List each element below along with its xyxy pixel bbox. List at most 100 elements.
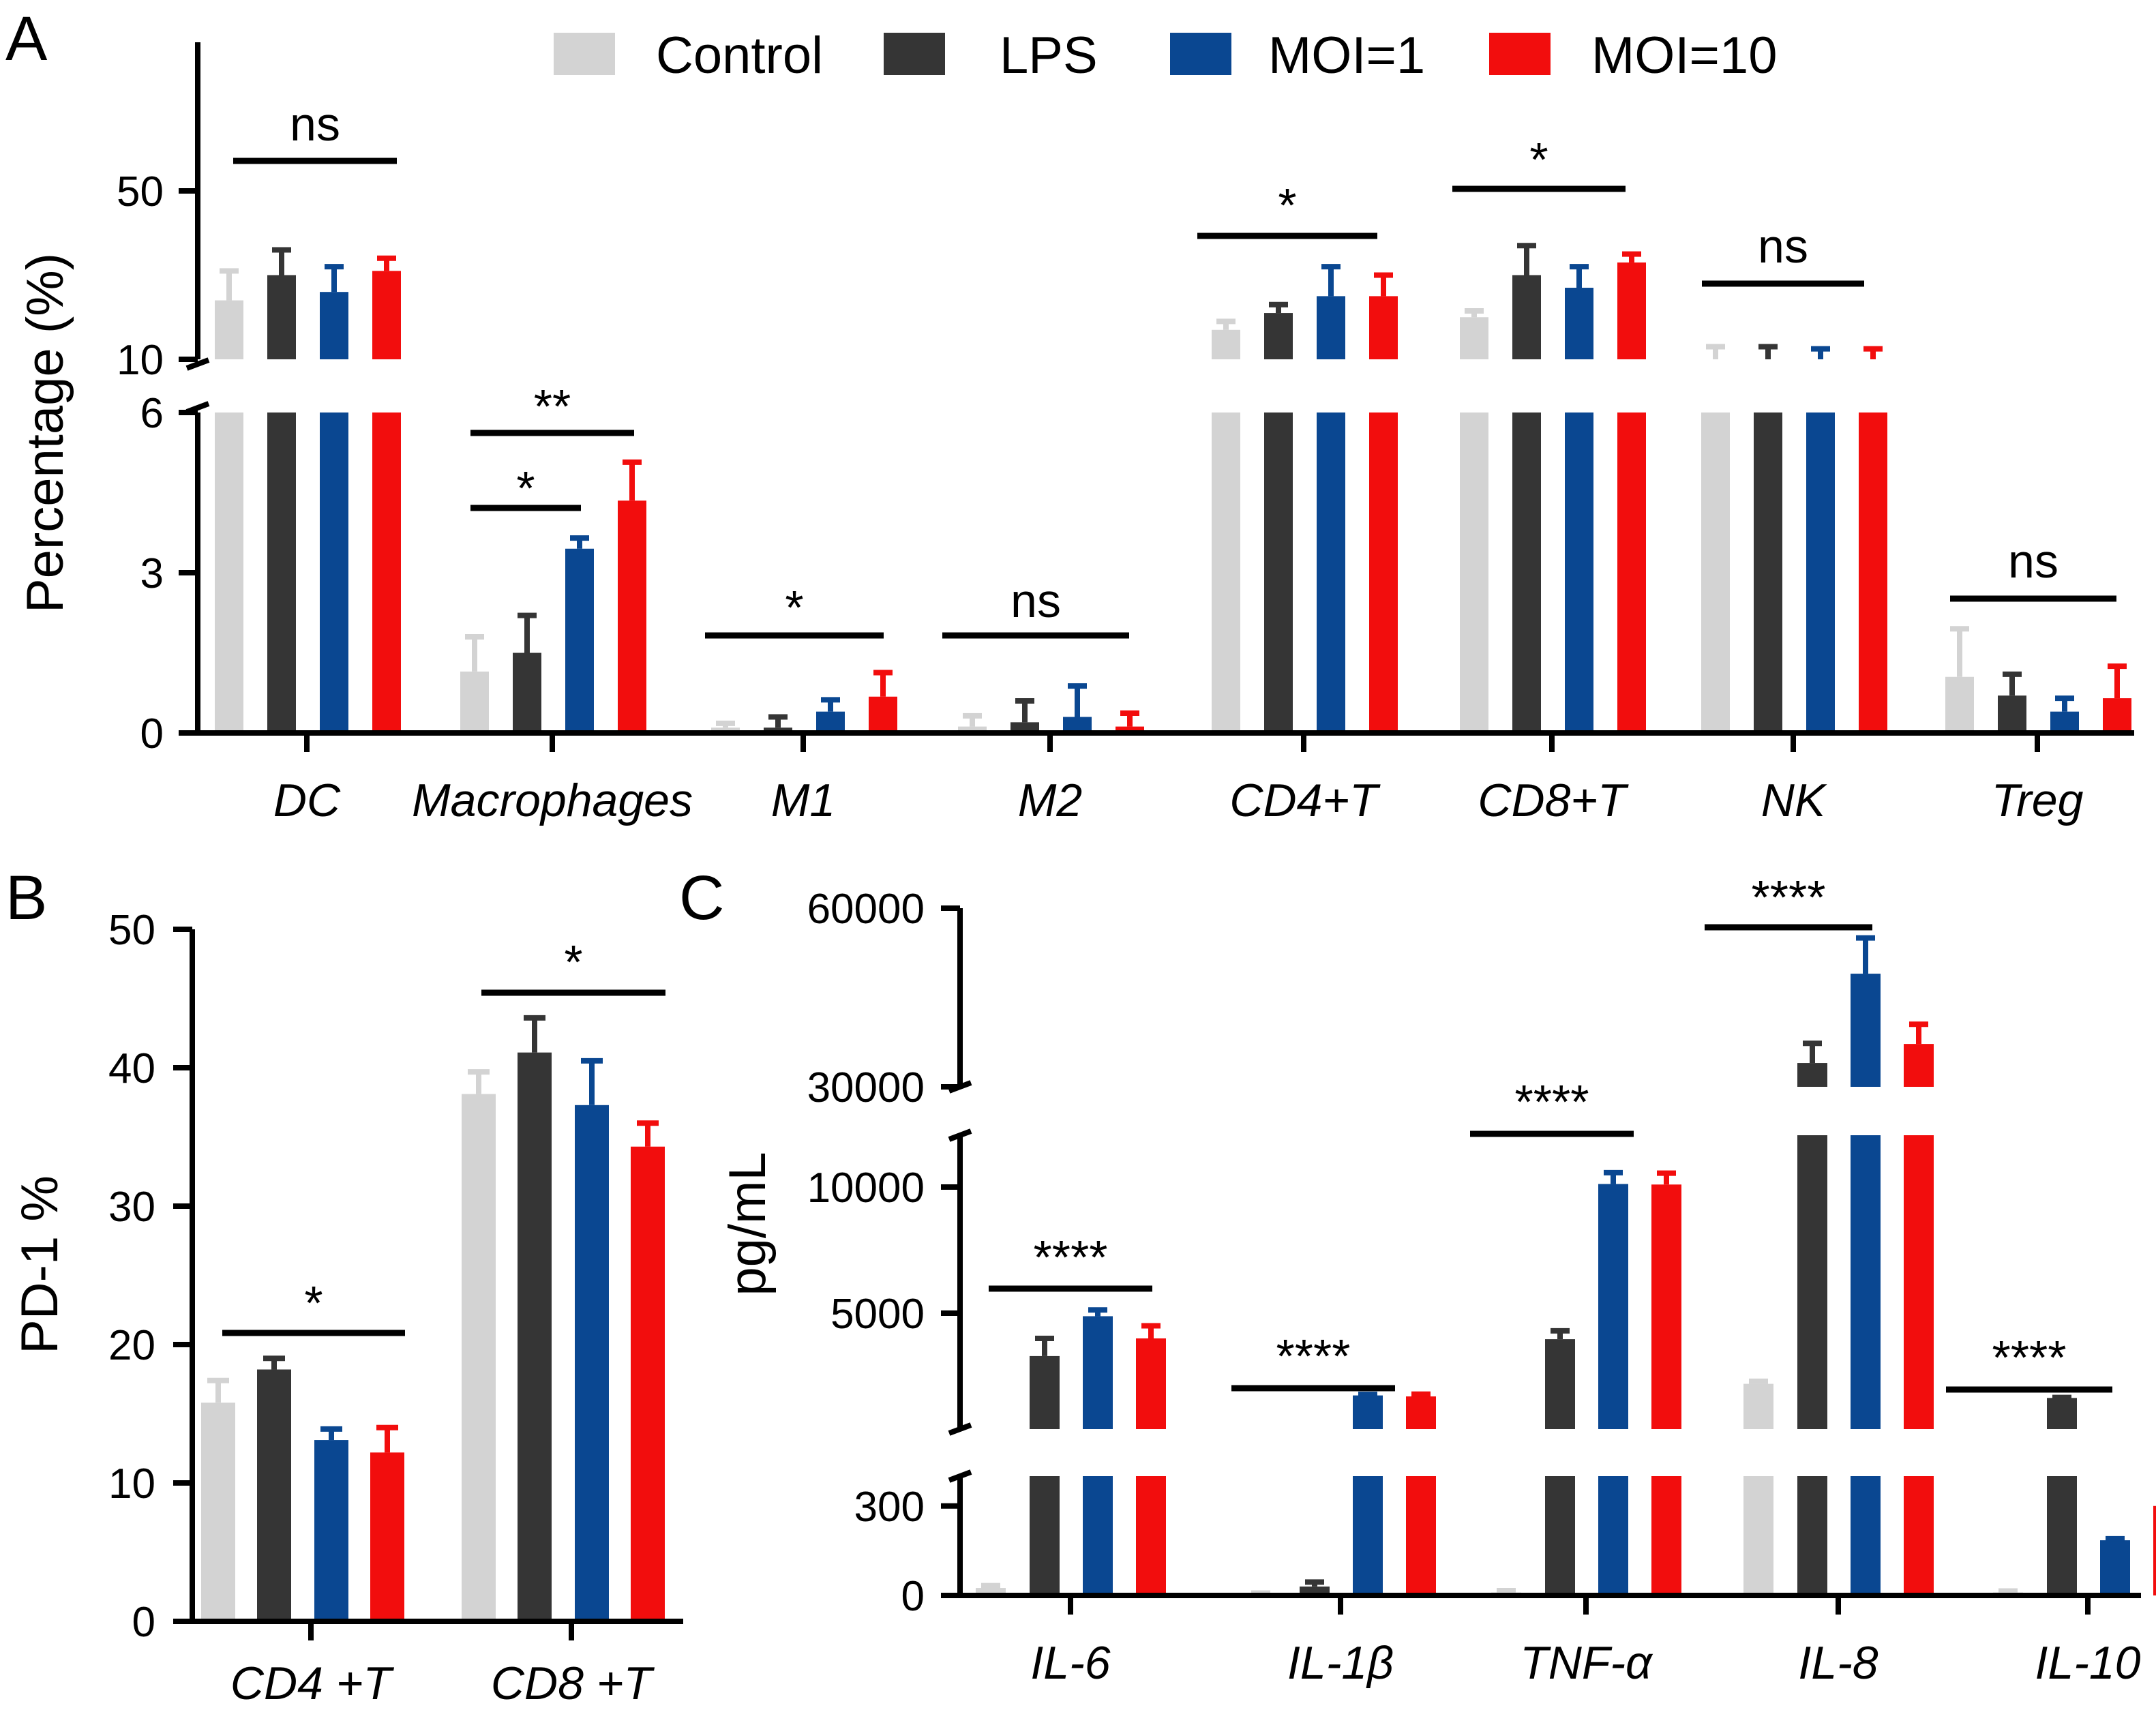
panel-c-y-label-300: 300 [854, 1484, 925, 1531]
panel-a-bar-macrophages-moi-10 [618, 500, 646, 733]
panel-b-x-label-cd4-t: CD4 +T [230, 1657, 395, 1709]
panel-a-significance-label-9: ns [2008, 535, 2058, 588]
panel-b-y-label-10: 10 [108, 1460, 155, 1508]
panel-a-significance-label-4: * [785, 581, 803, 634]
panel-a-bar-dc-lps [267, 412, 296, 733]
panel-a-bar-upper-dc-lps [267, 275, 296, 359]
panel-a-x-label-nk: NK [1761, 775, 1827, 826]
panel-a-bar-macrophages-moi-1 [565, 548, 594, 733]
panel-a-bar-upper-cd8-t-lps [1512, 275, 1541, 359]
panel-c-bar-il-6-control [976, 1588, 1006, 1595]
panel-b-y-axis-title: PD-1 % [11, 1175, 69, 1354]
panel-c-bar-upper-il-8-moi-10 [1904, 1044, 1934, 1087]
panel-a-x-label-treg: Treg [1992, 775, 2084, 826]
panel-a-break-mark-lower [185, 401, 210, 415]
panel-b-bar-cd4-t-moi-1 [314, 1440, 348, 1621]
panel-c-y-label-60000: 60000 [807, 886, 925, 933]
panel-c-bar-middle-il-1-moi-10 [1406, 1396, 1436, 1429]
legend-label-moi1: MOI=1 [1268, 27, 1425, 85]
panel-c-bar-middle-il-8-lps [1797, 1135, 1827, 1429]
panel-b-significance-label-2: * [564, 935, 582, 989]
panel-a-bar-cd8-t-moi-10 [1617, 412, 1646, 733]
panel-a-bar-dc-control [215, 412, 243, 733]
panel-c-bar-tnf-moi-1 [1598, 1476, 1628, 1595]
panel-a-significance-label-2: * [516, 462, 535, 515]
panel-c-bar-upper-il-8-moi-1 [1851, 974, 1881, 1087]
panel-a-significance-label-7: * [1529, 133, 1548, 186]
panel-a-y-axis-title: Percentage (%) [16, 253, 74, 613]
panel-c-bar-il-10-lps [2047, 1476, 2077, 1595]
panel-b-bar-cd4-t-moi-10 [370, 1452, 404, 1621]
panel-a-chart: DC Macrophages M1 M2 CD4+T CD8+T NK Treg 0 3 6 10 50… [117, 42, 2134, 826]
panel-a-bar-cd8-t-lps [1512, 412, 1541, 733]
panel-c-significance-label-5: **** [1992, 1331, 2067, 1384]
panel-c-x-label-tnf: TNF-α [1520, 1637, 1653, 1689]
panel-c-y-label-10000: 10000 [807, 1165, 925, 1212]
panel-b-bar-cd4-t-control [201, 1402, 235, 1621]
panel-c-significance-label-3: **** [1515, 1075, 1589, 1128]
panel-a-bar-upper-cd4-t-moi-1 [1317, 296, 1345, 359]
panel-c-bar-il-8-moi-1 [1851, 1476, 1881, 1595]
panel-a-bar-treg-lps [1998, 695, 2026, 733]
panel-c-bar-middle-il-8-moi-1 [1851, 1135, 1881, 1429]
panel-a-bar-cd8-t-control [1460, 412, 1488, 733]
panel-a-bar-upper-cd8-t-control [1460, 317, 1488, 359]
panel-letter-c: C [679, 863, 724, 933]
panel-b-chart: CD4 +T CD8 +T 0 10 20 30 40 50 * * [108, 907, 683, 1709]
panel-a-bar-dc-moi-1 [320, 412, 348, 733]
panel-b-x-label-cd8-t: CD8 +T [491, 1657, 655, 1709]
panel-a-x-label-cd4-t: CD4+T [1229, 775, 1381, 826]
panel-b-bar-cd4-t-lps [257, 1369, 291, 1621]
panel-c-break-mark-lower [948, 1469, 972, 1483]
panel-c-y-label-5000: 5000 [830, 1291, 925, 1338]
panel-c-bar-middle-il-6-lps [1030, 1355, 1060, 1429]
panel-a-bar-treg-moi-1 [2050, 711, 2079, 733]
panel-a-bar-upper-cd8-t-moi-1 [1565, 288, 1593, 359]
panel-a-significance-label-1: ns [290, 97, 340, 151]
panel-letter-a: A [5, 4, 48, 74]
panel-c-bar-middle-il-6-moi-10 [1136, 1338, 1166, 1429]
panel-a-significance-label-5: ns [1010, 574, 1061, 627]
panel-c-bar-middle-il-10-lps [2047, 1398, 2077, 1429]
panel-a-bar-nk-moi-10 [1859, 412, 1887, 733]
panel-c-bar-il-10-moi-10 [2153, 1505, 2156, 1595]
panel-c-bar-middle-il-8-control [1743, 1383, 1773, 1429]
panel-c-bar-tnf-lps [1545, 1476, 1575, 1595]
panel-a-bar-m2-moi-10 [1116, 726, 1144, 733]
panel-a-bar-treg-moi-10 [2103, 698, 2131, 733]
panel-b-y-label-0: 0 [132, 1599, 155, 1646]
panel-c-x-label-il-10: IL-10 [2035, 1637, 2141, 1689]
panel-c-bar-tnf-moi-10 [1651, 1476, 1681, 1595]
panel-a-bar-treg-control [1945, 676, 1974, 733]
panel-a-significance-label-8: ns [1758, 220, 1808, 273]
panel-a-bar-cd4-t-moi-1 [1317, 412, 1345, 733]
panel-c-significance-label-4: **** [1752, 871, 1826, 924]
panel-b-significance-label-1: * [304, 1276, 323, 1330]
panel-b-bar-cd8-t-moi-1 [575, 1105, 609, 1621]
panel-a-bar-cd4-t-lps [1264, 412, 1293, 733]
panel-b-y-label-50: 50 [108, 907, 155, 954]
legend: Control LPS MOI=1 MOI=10 [554, 27, 1777, 85]
panel-a-x-label-dc: DC [273, 775, 341, 826]
panel-c-bar-middle-tnf-lps [1545, 1339, 1575, 1429]
panel-c-significance-label-1: **** [1034, 1231, 1108, 1284]
panel-a-bar-nk-moi-1 [1806, 412, 1835, 733]
panel-a-bar-m1-moi-1 [816, 711, 845, 733]
panel-c-x-label-il-8: IL-8 [1798, 1637, 1878, 1689]
panel-a-bar-upper-cd4-t-lps [1264, 313, 1293, 359]
panel-a-bar-upper-dc-control [215, 300, 243, 359]
panel-c-break-mark-middle-top [948, 1128, 972, 1142]
panel-c-bar-il-8-moi-10 [1904, 1476, 1934, 1595]
panel-b-bar-cd8-t-control [462, 1094, 496, 1621]
legend-swatch-moi10 [1489, 33, 1551, 75]
panel-a-x-label-m1: M1 [771, 775, 835, 826]
panel-a-bar-m1-moi-10 [869, 696, 897, 733]
panel-c-y-axis-title: pg/mL [719, 1152, 777, 1295]
panel-c-bar-il-1-moi-10 [1406, 1476, 1436, 1595]
panel-a-bar-upper-dc-moi-1 [320, 292, 348, 359]
panel-a-bar-upper-cd4-t-moi-10 [1369, 296, 1398, 359]
panel-a-bar-nk-control [1701, 412, 1730, 733]
panel-a-bar-nk-lps [1754, 412, 1782, 733]
panel-a-x-label-m2: M2 [1018, 775, 1082, 826]
